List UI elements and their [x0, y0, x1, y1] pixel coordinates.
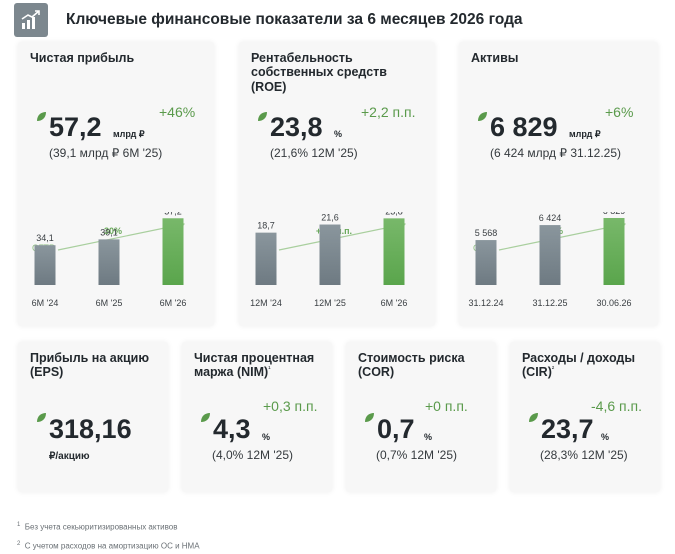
metric-delta: +0,3 п.п. [263, 398, 318, 414]
category-label: 31.12.25 [532, 298, 567, 308]
page-header: Ключевые финансовые показатели за 6 меся… [14, 3, 523, 37]
leaf-icon [37, 413, 46, 422]
card-title: Стоимость риска (COR) [358, 351, 465, 380]
card-cor: Стоимость риска (COR) 0,7 % +0 п.п. (0,7… [346, 342, 496, 492]
card-nim: Чистая процентная маржа (NIM)¹ 4,3 % +0,… [182, 342, 332, 492]
metric-value: 23,7 [541, 414, 594, 444]
metric-delta: +6% [605, 104, 634, 120]
metric-value: 23,8 [270, 112, 323, 142]
card-roe: Рентабельность собственных средств (ROE)… [239, 42, 435, 326]
bar-value-label: 6 829 [603, 212, 626, 216]
bar-value-label: 18,7 [257, 221, 275, 231]
category-label: 6М '26 [381, 298, 408, 308]
card-title: Чистая прибыль [30, 51, 135, 65]
metric-value: 6 829 [490, 112, 558, 142]
category-label: 30.06.26 [596, 298, 631, 308]
metric-delta: +0 п.п. [425, 398, 468, 414]
bar-value-label: 6 424 [539, 213, 562, 223]
category-label: 31.12.24 [468, 298, 503, 308]
growth-label: 30% [104, 226, 122, 236]
metric-value: 318,16 [49, 414, 132, 444]
metric-unit: % [262, 432, 271, 442]
card-eps: Прибыль на акцию (EPS) 318,16 ₽/акцию [18, 342, 168, 492]
bar [539, 225, 561, 285]
bar-value-label: 57,2 [164, 212, 182, 216]
bar [34, 245, 56, 285]
metric-comparison: (39,1 млрд ₽ 6М '25) [49, 146, 163, 160]
metric-comparison: (21,6% 12М '25) [270, 146, 358, 160]
leaf-icon [365, 413, 374, 422]
metric-unit: % [334, 129, 343, 139]
metric-unit: % [601, 432, 610, 442]
card-net-profit: Чистая прибыль 57,2 млрд ₽ +46% (39,1 мл… [18, 42, 214, 326]
bar [255, 232, 277, 285]
leaf-icon [478, 112, 487, 121]
bar-value-label: 5 568 [475, 228, 498, 238]
metric-value: 57,2 [49, 112, 102, 142]
footnotes: 1 Без учета секьюритизированных активов … [17, 517, 200, 554]
bar [475, 240, 497, 285]
category-label: 6М '24 [32, 298, 59, 308]
metric-delta: -4,6 п.п. [591, 398, 642, 414]
bar [383, 218, 405, 285]
bar-value-label: 34,1 [36, 233, 54, 243]
leaf-icon [529, 413, 538, 422]
metric-value: 4,3 [213, 414, 251, 444]
leaf-icon [37, 112, 46, 121]
card-title: Чистая процентная маржа (NIM)¹ [194, 351, 315, 380]
growth-chart-icon [14, 3, 48, 37]
leaf-icon [258, 112, 267, 121]
bar [98, 239, 120, 285]
category-label: 6М '26 [160, 298, 187, 308]
metric-unit: млрд ₽ [113, 129, 145, 139]
leaf-icon [201, 413, 210, 422]
metric-comparison: (6 424 млрд ₽ 31.12.25) [490, 146, 622, 160]
category-label: 12М '24 [250, 298, 282, 308]
metric-delta: +46% [159, 104, 196, 120]
category-label: 12М '25 [314, 298, 346, 308]
metric-unit: % [424, 432, 433, 442]
metric-comparison: (28,3% 12М '25) [540, 448, 628, 462]
card-title: Активы [471, 51, 519, 65]
metric-comparison: (0,7% 12М '25) [376, 448, 457, 462]
bar [319, 224, 341, 285]
metric-unit: млрд ₽ [569, 129, 601, 139]
bar-value-label: 23,8 [385, 212, 403, 216]
card-cir: Расходы / доходы (CIR)² 23,7 % -4,6 п.п.… [510, 342, 660, 492]
card-title: Расходы / доходы (CIR)² [522, 351, 636, 380]
bar [603, 217, 625, 285]
bar [162, 218, 184, 285]
card-assets: Активы 6 829 млрд ₽ +6% (6 424 млрд ₽ 31… [459, 42, 658, 326]
metric-value: 0,7 [377, 414, 415, 444]
metric-unit: ₽/акцию [49, 451, 90, 462]
metric-comparison: (4,0% 12М '25) [212, 448, 293, 462]
footnote-1: 1 Без учета секьюритизированных активов [17, 522, 178, 532]
page-title: Ключевые финансовые показатели за 6 меся… [66, 11, 523, 28]
metric-delta: +2,2 п.п. [361, 104, 416, 120]
bar-value-label: 21,6 [321, 213, 339, 223]
card-title: Рентабельность собственных средств (ROE) [251, 51, 387, 94]
category-label: 6М '25 [96, 298, 123, 308]
footnote-2: 2 С учетом расходов на амортизацию ОС и … [17, 540, 200, 551]
bar-value-label: 39,1 [100, 227, 118, 237]
card-title: Прибыль на акцию (EPS) [30, 351, 150, 380]
